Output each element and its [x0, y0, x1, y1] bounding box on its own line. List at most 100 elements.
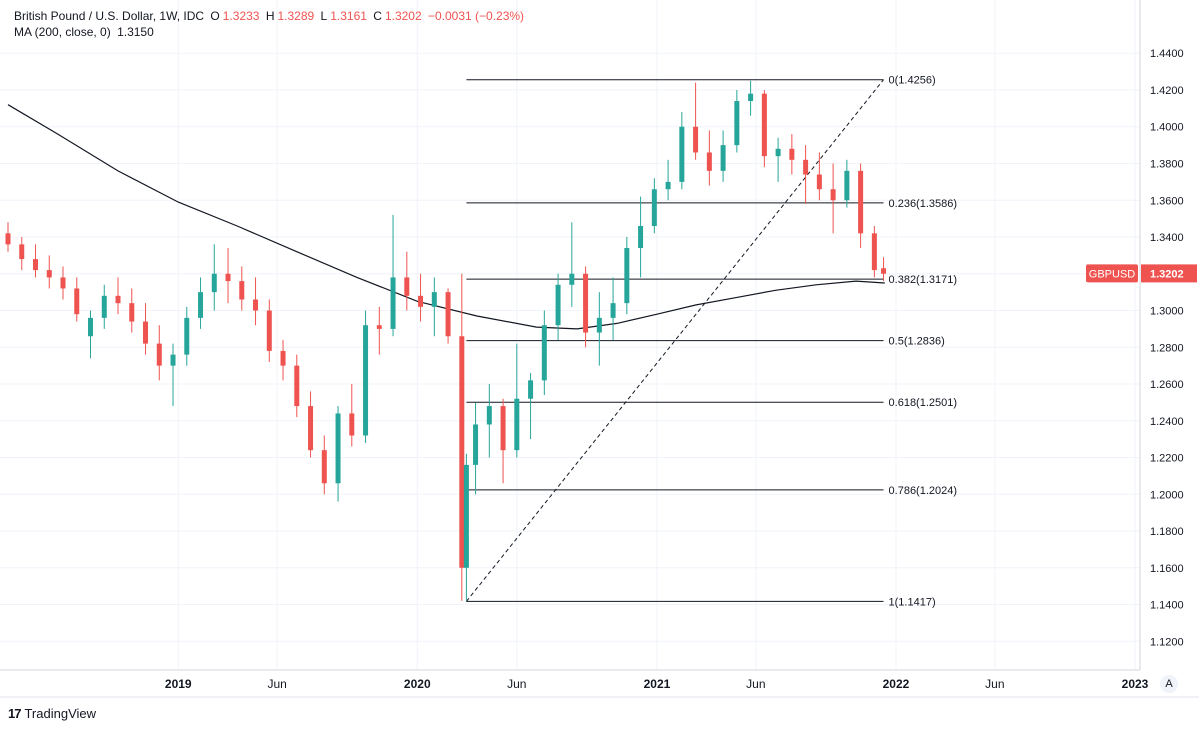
- candle-body: [844, 170, 850, 201]
- x-tick-label: Jun: [985, 677, 1004, 691]
- candle-up: [679, 112, 685, 190]
- moving-average: [7, 104, 885, 330]
- candle-body: [253, 299, 259, 311]
- candle-down: [376, 306, 382, 355]
- candle-down: [143, 303, 149, 355]
- candle-up: [390, 214, 396, 337]
- y-tick-label: 1.2800: [1150, 342, 1184, 354]
- y-tick-label: 1.1800: [1150, 526, 1184, 538]
- candle-body: [693, 126, 699, 153]
- tradingview-name: TradingView: [24, 706, 97, 721]
- candle-up: [463, 453, 469, 601]
- candle-up: [651, 178, 657, 234]
- candle-body: [321, 450, 327, 484]
- x-tick-label: 2021: [644, 677, 671, 691]
- candle-body: [775, 148, 781, 157]
- candle-down: [60, 266, 66, 300]
- legend-open: 1.3233: [222, 9, 260, 23]
- candle-body: [706, 152, 712, 171]
- candle-body: [816, 174, 822, 190]
- candle-body: [294, 365, 300, 407]
- candle-up: [541, 310, 547, 396]
- candle-down: [129, 288, 135, 333]
- candle-down: [830, 163, 836, 234]
- candle-body: [33, 259, 39, 271]
- legend-open-label: O: [210, 9, 220, 23]
- candle-body: [665, 181, 671, 190]
- candle-down: [33, 244, 39, 278]
- y-tick-label: 1.4000: [1150, 122, 1184, 134]
- candle-body: [541, 325, 547, 381]
- candle-body: [789, 148, 795, 160]
- fib-level-label: 1(1.1417): [889, 596, 936, 608]
- x-tick-label: 2020: [404, 677, 431, 691]
- fib-level-label: 0.5(1.2836): [889, 336, 945, 348]
- candle-body: [871, 233, 877, 271]
- x-tick-label: 2023: [1122, 677, 1149, 691]
- candle-body: [500, 406, 506, 451]
- y-tick-label: 1.4400: [1150, 48, 1184, 60]
- candle-body: [60, 277, 66, 289]
- auto-scale-button[interactable]: A: [1160, 675, 1178, 693]
- candle-body: [308, 406, 314, 451]
- legend-ma-label: MA (200, close, 0): [14, 25, 111, 39]
- y-tick-label: 1.2200: [1150, 453, 1184, 465]
- ma-200-line: [7, 104, 885, 330]
- candle-body: [363, 325, 369, 436]
- candle-body: [335, 413, 341, 484]
- x-tick-label: Jun: [746, 677, 765, 691]
- candle-up: [198, 277, 204, 329]
- candle-up: [555, 273, 561, 340]
- candle-body: [156, 343, 162, 366]
- fibonacci-retracement[interactable]: 0(1.4256) 0.236(1.3586) 0.382(1.3171) 0.5(1…: [466, 75, 957, 609]
- candle-body: [211, 273, 217, 293]
- candle-down: [321, 435, 327, 495]
- candle-body: [266, 310, 272, 351]
- candle-body: [239, 281, 245, 300]
- candle-body: [88, 317, 94, 337]
- candle-body: [390, 277, 396, 329]
- fib-level-label: 0(1.4256): [889, 75, 936, 87]
- candle-body: [583, 273, 589, 333]
- candle-down: [266, 299, 272, 362]
- legend-high-label: H: [265, 9, 275, 23]
- legend-close-label: C: [373, 9, 382, 23]
- candle-body: [761, 93, 767, 157]
- fib-level-label: 0.236(1.3586): [889, 198, 958, 210]
- x-tick-label: 2019: [165, 677, 192, 691]
- legend-row-ma: MA (200, close, 0) 1.3150: [14, 24, 527, 40]
- candle-down: [459, 273, 465, 601]
- price-tag: GBPUSD 1.3202: [1086, 264, 1197, 283]
- y-tick-label: 1.2600: [1150, 379, 1184, 391]
- candle-body: [555, 284, 561, 326]
- candle-body: [46, 270, 52, 278]
- candle-body: [748, 93, 754, 102]
- candle-body: [569, 273, 575, 285]
- candle-body: [349, 413, 355, 436]
- candle-body: [184, 317, 190, 355]
- legend-low: 1.3161: [330, 9, 367, 23]
- tradingview-logo-icon: 17: [8, 706, 22, 721]
- candle-down: [280, 339, 286, 381]
- tradingview-branding[interactable]: 17 TradingView: [8, 706, 96, 721]
- fib-trend-line: [466, 79, 884, 602]
- candle-up: [844, 159, 850, 208]
- legend-low-label: L: [320, 9, 328, 23]
- candle-up: [638, 196, 644, 278]
- candle-body: [734, 101, 740, 146]
- candle-body: [596, 317, 602, 333]
- candle-body: [225, 273, 231, 282]
- x-tick-label: Jun: [267, 677, 286, 691]
- candle-up: [335, 406, 341, 502]
- candle-up: [775, 137, 781, 182]
- candle-body: [528, 380, 534, 399]
- candle-up: [88, 310, 94, 359]
- candle-body: [74, 288, 80, 315]
- candle-up: [665, 159, 671, 201]
- candle-body: [881, 268, 887, 274]
- candle-body: [404, 277, 410, 296]
- price-tag-bg: [1141, 264, 1197, 283]
- candle-body: [198, 292, 204, 318]
